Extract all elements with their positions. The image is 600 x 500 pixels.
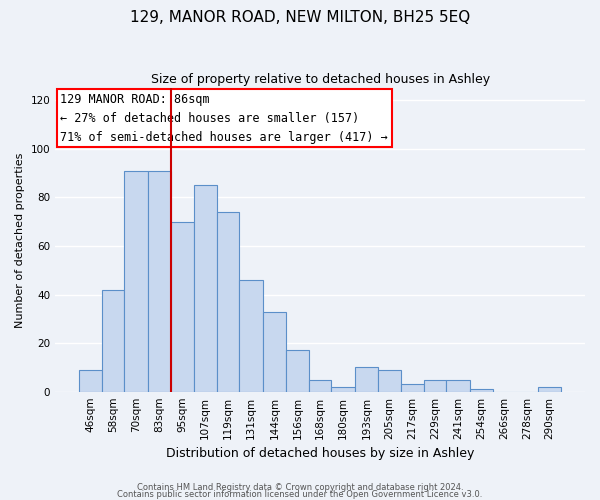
Bar — [538, 387, 561, 392]
Bar — [124, 170, 148, 392]
Text: Contains HM Land Registry data © Crown copyright and database right 2024.: Contains HM Land Registry data © Crown c… — [137, 484, 463, 492]
Bar — [102, 290, 124, 392]
Bar — [355, 368, 379, 392]
Bar — [172, 222, 194, 392]
Bar — [286, 350, 309, 392]
Bar — [217, 212, 239, 392]
Bar — [446, 380, 470, 392]
Text: Contains public sector information licensed under the Open Government Licence v3: Contains public sector information licen… — [118, 490, 482, 499]
Bar — [79, 370, 102, 392]
Text: 129, MANOR ROAD, NEW MILTON, BH25 5EQ: 129, MANOR ROAD, NEW MILTON, BH25 5EQ — [130, 10, 470, 25]
Bar — [424, 380, 446, 392]
Bar — [379, 370, 401, 392]
Bar — [401, 384, 424, 392]
Bar — [470, 390, 493, 392]
X-axis label: Distribution of detached houses by size in Ashley: Distribution of detached houses by size … — [166, 447, 474, 460]
Y-axis label: Number of detached properties: Number of detached properties — [15, 152, 25, 328]
Bar — [239, 280, 263, 392]
Text: 129 MANOR ROAD: 86sqm
← 27% of detached houses are smaller (157)
71% of semi-det: 129 MANOR ROAD: 86sqm ← 27% of detached … — [61, 92, 388, 144]
Bar — [148, 170, 172, 392]
Bar — [194, 185, 217, 392]
Title: Size of property relative to detached houses in Ashley: Size of property relative to detached ho… — [151, 72, 490, 86]
Bar — [331, 387, 355, 392]
Bar — [263, 312, 286, 392]
Bar — [309, 380, 331, 392]
